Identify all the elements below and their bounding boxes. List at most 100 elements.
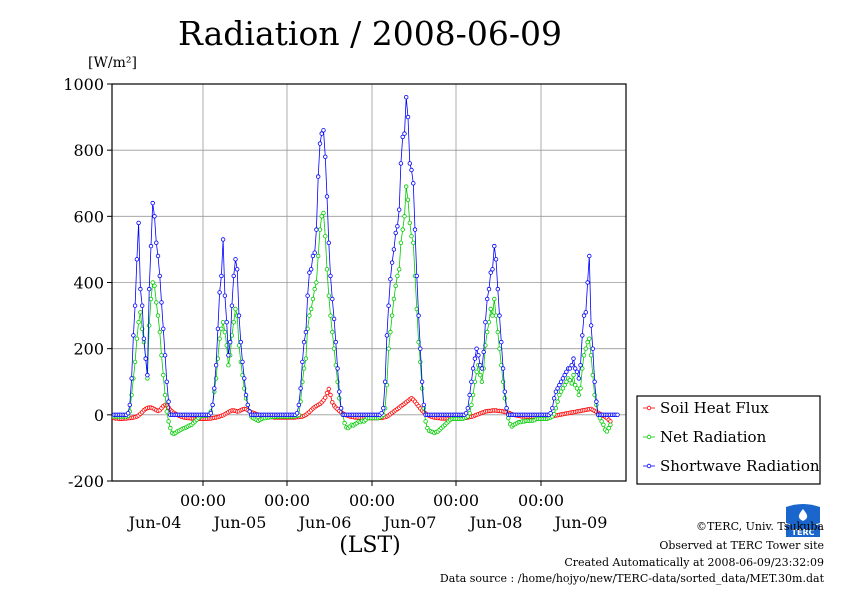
data-point [328, 273, 333, 279]
x-tick-label: 00:00 [264, 491, 310, 510]
y-tick-label: -200 [68, 472, 104, 491]
data-point [307, 313, 312, 318]
data-point [393, 283, 398, 288]
data-point [548, 411, 553, 416]
data-point [328, 313, 333, 318]
y-tick-label: 1000 [63, 75, 104, 94]
x-tick-label: 00:00 [349, 491, 395, 510]
legend-label: Shortwave Radiation [660, 457, 820, 475]
data-point [233, 306, 238, 312]
data-point [330, 296, 335, 302]
data-point [423, 419, 428, 424]
data-point [571, 356, 576, 361]
data-point [208, 411, 213, 416]
data-point [551, 412, 557, 417]
data-point [585, 339, 590, 345]
data-point [134, 257, 140, 262]
data-point [391, 296, 397, 302]
data-point [469, 379, 474, 384]
data-point [486, 320, 492, 325]
data-point [314, 280, 319, 285]
data-point [558, 379, 564, 384]
data-point [581, 353, 587, 358]
data-point [319, 214, 324, 219]
data-point [416, 313, 421, 318]
data-point [312, 250, 317, 255]
data-point [492, 243, 497, 249]
data-point [303, 356, 309, 361]
data-point [551, 396, 557, 401]
data-point [136, 220, 141, 226]
data-point [146, 286, 152, 292]
data-point [321, 210, 326, 216]
data-point [571, 372, 576, 378]
data-point [567, 377, 573, 383]
data-point [157, 273, 162, 279]
data-point [397, 267, 402, 272]
data-point [486, 286, 492, 292]
data-point [585, 280, 590, 285]
data-point [488, 306, 493, 312]
y-tick-label: 600 [73, 207, 104, 226]
data-point [139, 303, 145, 308]
data-point [229, 333, 235, 338]
data-point [470, 366, 476, 371]
data-point [550, 406, 555, 411]
data-point [333, 339, 338, 345]
plot-frame [111, 83, 627, 482]
data-point [583, 310, 588, 315]
data-point [573, 366, 578, 371]
data-point [588, 353, 594, 358]
data-point [405, 197, 411, 202]
data-point [485, 296, 490, 302]
data-point [326, 386, 331, 392]
x-tick-label: 00:00 [518, 491, 564, 510]
data-point [222, 329, 228, 335]
data-point [152, 283, 157, 288]
data-point [127, 402, 132, 408]
data-point [580, 366, 585, 371]
data-point [553, 389, 559, 394]
data-point [217, 336, 222, 341]
data-point [606, 425, 611, 431]
data-point [328, 392, 333, 398]
data-point [132, 303, 138, 308]
data-point [409, 167, 414, 173]
data-point [338, 406, 344, 411]
data-point [604, 429, 610, 434]
data-point [386, 346, 391, 351]
data-point [231, 273, 236, 279]
data-point [164, 409, 169, 414]
data-point [213, 363, 219, 368]
data-point [569, 363, 574, 368]
data-point [310, 296, 316, 302]
data-point [236, 313, 242, 318]
data-point [553, 406, 559, 411]
data-point [335, 366, 340, 371]
data-point [132, 359, 138, 365]
data-point [411, 181, 416, 186]
data-point [294, 411, 300, 416]
data-point [234, 267, 240, 272]
data-point [305, 293, 310, 298]
data-point [478, 363, 483, 368]
data-point [560, 386, 566, 391]
data-point [321, 128, 326, 133]
data-point [331, 346, 337, 351]
data-point [560, 376, 566, 381]
data-point [226, 353, 231, 358]
data-point [389, 260, 395, 265]
data-point [398, 161, 404, 166]
data-point [405, 114, 411, 120]
x-axis-label: (LST) [339, 533, 401, 558]
data-point [594, 399, 599, 404]
data-point [210, 402, 215, 408]
data-point [557, 392, 562, 398]
data-point [314, 227, 319, 232]
data-point [134, 336, 140, 341]
legend-marker [646, 405, 652, 411]
y-tick-label: 400 [73, 274, 104, 293]
day-label: Jun-04 [127, 513, 182, 532]
data-point [576, 392, 581, 398]
data-point [419, 379, 425, 384]
